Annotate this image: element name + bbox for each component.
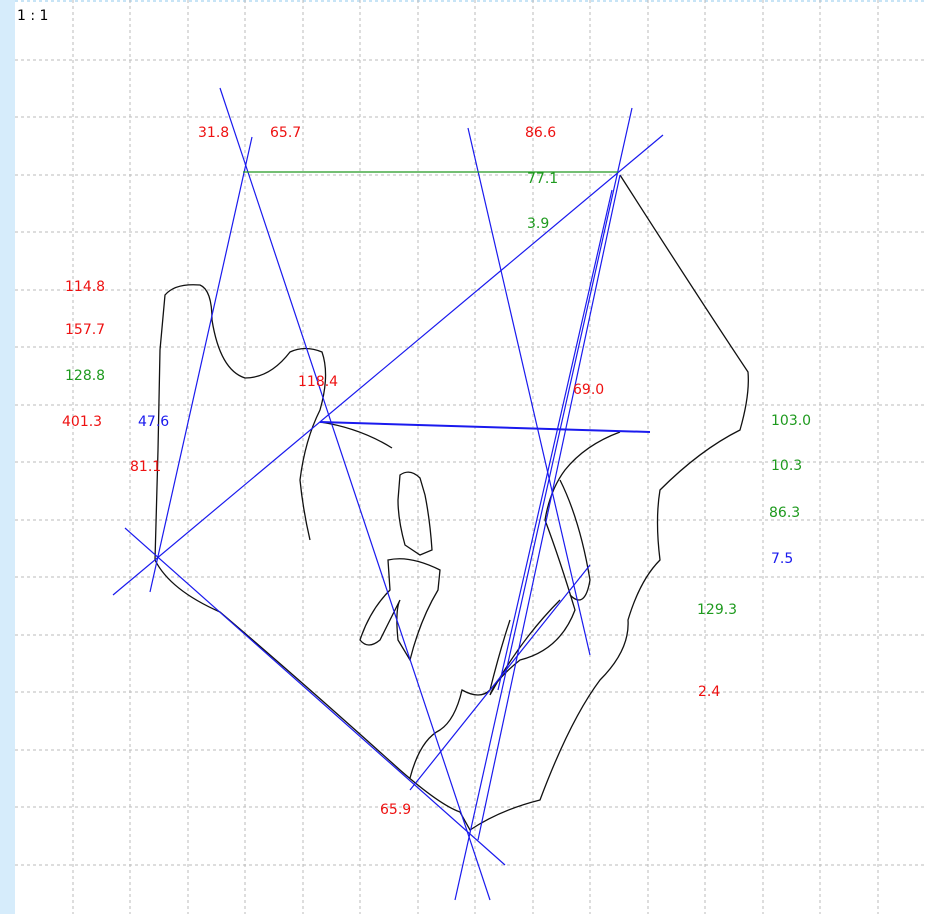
measurement: 77.1	[527, 171, 558, 187]
measurement: 7.5	[771, 551, 793, 567]
measurement: 10.3	[771, 458, 802, 474]
side-strip	[0, 0, 15, 914]
measurement: 81.1	[130, 459, 161, 475]
measurement: 86.6	[525, 125, 556, 141]
measurement: 47.6	[138, 414, 169, 430]
measurement: 2.4	[698, 684, 720, 700]
measurement: 103.0	[771, 413, 811, 429]
measurement: 86.3	[769, 505, 800, 521]
measurement: 401.3	[62, 414, 102, 430]
reference-lines	[112, 87, 664, 901]
measurement: 65.9	[380, 802, 411, 818]
measurement: 65.7	[270, 125, 301, 141]
measurement: 118.4	[298, 374, 338, 390]
measurement: 3.9	[527, 216, 549, 232]
scale-label: 1 : 1	[17, 8, 48, 24]
measurement: 114.8	[65, 279, 105, 295]
measurements: 31.8 65.7 86.6 77.1 3.9 114.8 157.7 128.…	[62, 125, 811, 818]
measurement: 128.8	[65, 368, 105, 384]
measurement: 69.0	[573, 382, 604, 398]
measurement: 129.3	[697, 602, 737, 618]
measurement: 31.8	[198, 125, 229, 141]
tracing	[154, 174, 749, 831]
measurement: 157.7	[65, 322, 105, 338]
